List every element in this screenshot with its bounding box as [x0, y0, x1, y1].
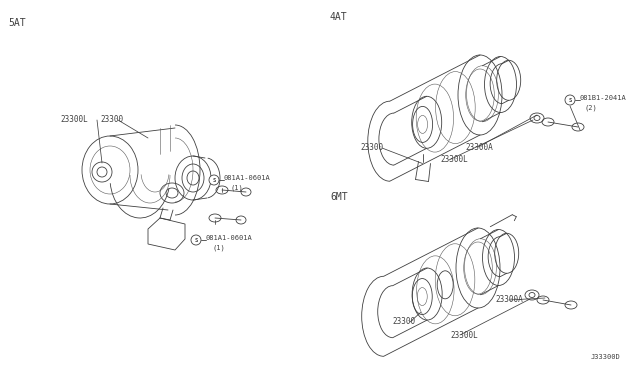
- Text: S: S: [212, 177, 216, 183]
- Text: J33300D: J33300D: [590, 354, 620, 360]
- Text: 23300L: 23300L: [450, 330, 477, 340]
- Text: 081A1-0601A: 081A1-0601A: [206, 235, 253, 241]
- Text: (1): (1): [230, 185, 243, 191]
- Text: 6MT: 6MT: [330, 192, 348, 202]
- Text: 23300L: 23300L: [440, 155, 468, 164]
- Circle shape: [191, 235, 201, 245]
- Text: 4AT: 4AT: [330, 12, 348, 22]
- Circle shape: [565, 95, 575, 105]
- Text: 5AT: 5AT: [8, 18, 26, 28]
- Text: 23300L: 23300L: [60, 115, 88, 125]
- Text: 081B1-2041A: 081B1-2041A: [580, 95, 627, 101]
- Circle shape: [209, 175, 219, 185]
- Text: S: S: [568, 97, 572, 103]
- Text: (2): (2): [585, 105, 598, 111]
- Text: 081A1-0601A: 081A1-0601A: [224, 175, 271, 181]
- Text: 23300: 23300: [392, 317, 415, 327]
- Text: S: S: [195, 237, 198, 243]
- Text: 23300: 23300: [100, 115, 123, 125]
- Text: 23300A: 23300A: [495, 295, 523, 305]
- Text: 23300A: 23300A: [465, 142, 493, 151]
- Text: (1): (1): [212, 245, 225, 251]
- Text: 23300: 23300: [360, 144, 383, 153]
